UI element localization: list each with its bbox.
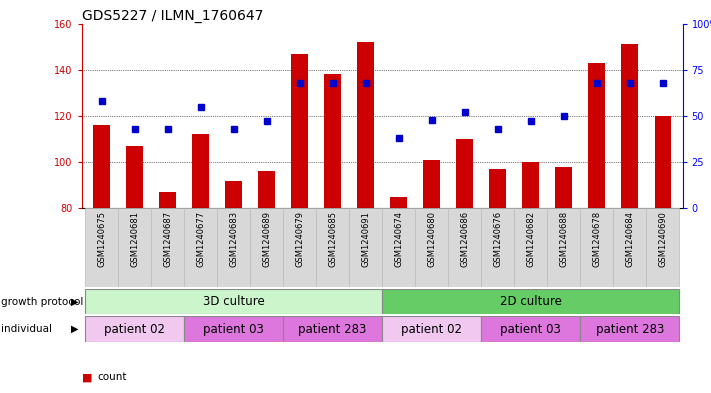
Bar [489,169,506,208]
Text: GSM1240680: GSM1240680 [427,211,436,266]
Bar [85,289,383,314]
Bar [646,208,679,287]
Bar [580,208,613,287]
Bar [382,316,481,342]
Bar [424,160,440,208]
Text: count: count [97,372,127,382]
Text: ▶: ▶ [70,297,78,307]
Text: GSM1240688: GSM1240688 [560,211,568,267]
Bar [580,316,679,342]
Bar [151,208,184,287]
Text: patient 283: patient 283 [596,323,664,336]
Bar [349,208,383,287]
Bar [250,208,283,287]
Text: GSM1240675: GSM1240675 [97,211,106,266]
Text: patient 02: patient 02 [104,323,165,336]
Bar [514,208,547,287]
Text: GSM1240677: GSM1240677 [196,211,205,267]
Bar [481,316,580,342]
Text: GSM1240679: GSM1240679 [295,211,304,266]
Text: GDS5227 / ILMN_1760647: GDS5227 / ILMN_1760647 [82,9,263,22]
Bar [283,208,316,287]
Bar [358,42,374,208]
Bar [390,197,407,208]
Text: GSM1240676: GSM1240676 [493,211,502,267]
Bar [481,208,514,287]
Bar [85,316,184,342]
Bar [555,167,572,208]
Bar [193,134,209,208]
Bar [258,171,275,208]
Text: GSM1240687: GSM1240687 [163,211,172,267]
Text: GSM1240685: GSM1240685 [328,211,337,266]
Text: ▶: ▶ [70,324,78,334]
Bar [382,289,679,314]
Bar [523,162,539,208]
Bar [159,192,176,208]
Text: patient 02: patient 02 [401,323,462,336]
Text: patient 03: patient 03 [501,323,561,336]
Text: individual: individual [1,324,53,334]
Text: GSM1240691: GSM1240691 [361,211,370,266]
Bar [93,125,109,208]
Text: growth protocol: growth protocol [1,297,84,307]
Text: patient 03: patient 03 [203,323,264,336]
Text: ■: ■ [82,372,92,382]
Bar [448,208,481,287]
Bar [184,316,283,342]
Text: GSM1240686: GSM1240686 [460,211,469,267]
Bar [118,208,151,287]
Text: GSM1240684: GSM1240684 [625,211,634,266]
Bar [225,180,242,208]
Bar [283,316,383,342]
Bar [217,208,250,287]
Bar [316,208,349,287]
Text: GSM1240681: GSM1240681 [130,211,139,266]
Bar [547,208,580,287]
Bar [589,63,605,208]
Bar [382,208,415,287]
Text: 2D culture: 2D culture [500,295,562,308]
Text: GSM1240678: GSM1240678 [592,211,602,267]
Bar [292,53,308,208]
Text: GSM1240683: GSM1240683 [229,211,238,267]
Bar [655,116,671,208]
Bar [456,139,473,208]
Bar [621,44,638,208]
Text: GSM1240682: GSM1240682 [526,211,535,266]
Bar [415,208,448,287]
Bar [324,74,341,208]
Text: 3D culture: 3D culture [203,295,264,308]
Bar [613,208,646,287]
Bar [184,208,217,287]
Bar [127,146,143,208]
Text: GSM1240689: GSM1240689 [262,211,271,266]
Bar [85,208,118,287]
Text: GSM1240690: GSM1240690 [658,211,667,266]
Text: GSM1240674: GSM1240674 [394,211,403,266]
Text: patient 283: patient 283 [299,323,367,336]
